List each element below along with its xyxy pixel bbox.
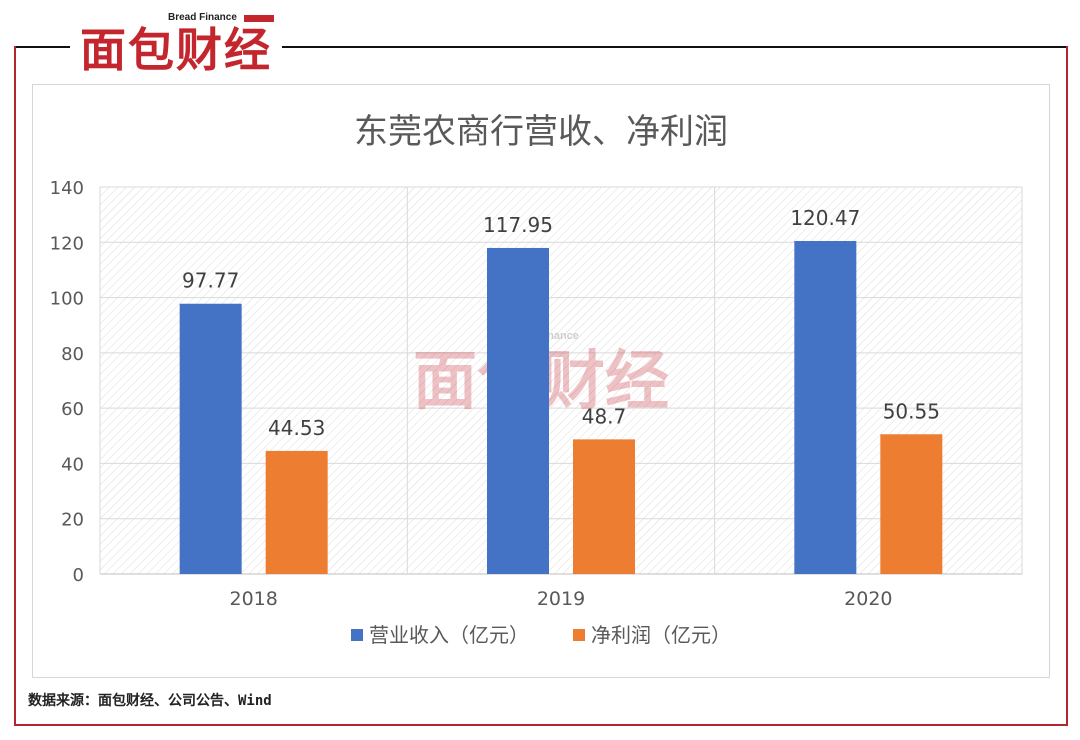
x-axis-ticks: 2018 2019 2020 [229, 588, 892, 610]
legend-label: 净利润（亿元） [591, 623, 731, 647]
bars: 97.77 44.53 117.95 48.7 120.47 50.55 [179, 206, 943, 574]
y-tick-label: 60 [61, 399, 84, 420]
frame-right-line [1066, 46, 1068, 726]
frame-left-line [14, 46, 16, 726]
legend-label: 营业收入（亿元） [369, 623, 529, 647]
data-label: 120.47 [790, 206, 860, 230]
legend-swatch [573, 629, 585, 641]
y-tick-label: 0 [73, 565, 84, 586]
chart-panel: 东莞农商行营收、净利润 Bread Finance 面包财经 97.7744.5… [32, 84, 1050, 678]
data-label: 97.77 [182, 269, 239, 293]
data-label: 44.53 [268, 416, 325, 440]
logo-accent-bar [244, 15, 274, 22]
x-tick-label: 2020 [844, 588, 892, 610]
chart-title: 东莞农商行营收、净利润 [354, 112, 728, 152]
source-note: 数据来源：面包财经、公司公告、Wind [28, 693, 272, 709]
frame-top-line [14, 46, 1068, 48]
logo-english: Bread Finance [168, 12, 237, 23]
bar-net-profit-2018 [265, 450, 328, 574]
gridlines [99, 186, 1023, 575]
y-tick-label: 80 [61, 344, 84, 365]
x-tick-label: 2019 [537, 588, 585, 610]
y-tick-label: 120 [50, 233, 84, 254]
y-tick-label: 140 [50, 178, 84, 199]
bar-net-profit-2020 [880, 434, 943, 574]
y-axis-ticks: 0 20 40 60 80 100 120 140 [50, 178, 84, 586]
data-label: 117.95 [483, 213, 553, 237]
y-tick-label: 20 [61, 510, 84, 531]
chart: 东莞农商行营收、净利润 Bread Finance 面包财经 97.7744.5… [50, 112, 1023, 647]
logo-chinese: 面包财经 [80, 23, 272, 77]
bar-net-profit-2019 [573, 439, 635, 574]
legend-swatch [351, 629, 363, 641]
x-tick-label: 2018 [229, 588, 277, 610]
y-tick-label: 40 [61, 454, 84, 475]
data-label: 48.7 [582, 404, 627, 428]
data-label: 50.55 [883, 399, 940, 423]
bar-revenue-2018 [179, 303, 242, 574]
y-tick-label: 100 [50, 289, 84, 310]
plot-area [100, 187, 1022, 574]
bar-revenue-2020 [794, 240, 857, 574]
frame-bottom-line [14, 724, 1068, 726]
legend: 营业收入（亿元） 净利润（亿元） [351, 623, 731, 647]
bar-revenue-2019 [487, 247, 549, 574]
